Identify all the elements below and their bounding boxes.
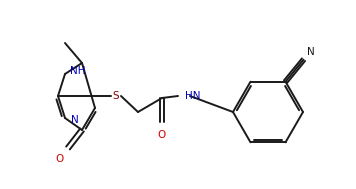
Text: S: S [113,91,119,101]
Text: O: O [158,130,166,140]
Text: N: N [307,47,314,57]
Text: O: O [56,154,64,164]
Text: HN: HN [185,91,200,101]
Text: N: N [71,115,79,125]
Text: NH: NH [70,66,85,76]
